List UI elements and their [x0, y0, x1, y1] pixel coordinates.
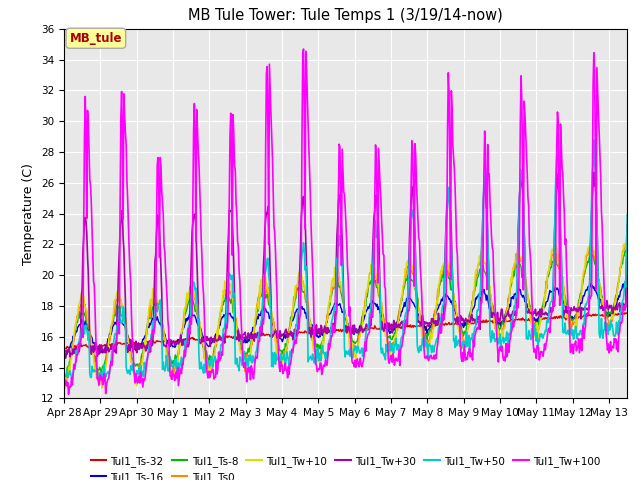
- Tul1_Ts-16: [623, 278, 631, 284]
- Legend: Tul1_Ts-32, Tul1_Ts-16, Tul1_Ts-8, Tul1_Ts0, Tul1_Tw+10, Tul1_Tw+30, Tul1_Tw+50,: Tul1_Ts-32, Tul1_Ts-16, Tul1_Ts-8, Tul1_…: [86, 452, 605, 480]
- Tul1_Ts-16: [61, 354, 69, 360]
- Tul1_Tw+50: [590, 137, 598, 143]
- Tul1_Tw+100: [479, 248, 487, 254]
- Line: Tul1_Tw+50: Tul1_Tw+50: [64, 140, 627, 380]
- Tul1_Tw+30: [465, 317, 472, 323]
- Tul1_Tw+50: [301, 267, 309, 273]
- Tul1_Tw+30: [61, 355, 69, 361]
- Tul1_Ts-32: [301, 328, 309, 334]
- Tul1_Ts-32: [63, 344, 71, 349]
- Tul1_Ts-16: [479, 291, 486, 297]
- Tul1_Tw+10: [60, 375, 68, 381]
- Line: Tul1_Tw+100: Tul1_Tw+100: [64, 49, 627, 394]
- Text: MB_tule: MB_tule: [70, 32, 122, 45]
- Tul1_Ts-8: [139, 350, 147, 356]
- Tul1_Ts-32: [60, 346, 68, 351]
- Tul1_Tw+100: [300, 46, 307, 52]
- Tul1_Tw+50: [623, 212, 631, 217]
- Tul1_Ts-16: [465, 318, 472, 324]
- Tul1_Tw+50: [465, 333, 472, 338]
- Tul1_Ts-32: [140, 340, 147, 346]
- Title: MB Tule Tower: Tule Temps 1 (3/19/14-now): MB Tule Tower: Tule Temps 1 (3/19/14-now…: [188, 9, 503, 24]
- Tul1_Tw+100: [140, 376, 147, 382]
- Line: Tul1_Ts0: Tul1_Ts0: [64, 243, 627, 384]
- Tul1_Ts0: [323, 325, 330, 331]
- Tul1_Tw+10: [61, 385, 68, 391]
- Tul1_Tw+100: [466, 346, 474, 351]
- Tul1_Ts0: [96, 382, 104, 387]
- Tul1_Tw+30: [623, 221, 631, 227]
- Tul1_Tw+10: [323, 318, 330, 324]
- Tul1_Tw+30: [63, 350, 71, 356]
- Tul1_Tw+10: [140, 348, 147, 354]
- Tul1_Ts0: [301, 293, 309, 299]
- Tul1_Ts0: [60, 378, 68, 384]
- Tul1_Tw+50: [323, 349, 330, 355]
- Tul1_Ts-16: [60, 350, 68, 356]
- Tul1_Tw+50: [63, 373, 70, 379]
- Tul1_Ts0: [140, 350, 147, 356]
- Tul1_Ts-8: [464, 317, 472, 323]
- Tul1_Ts-32: [465, 321, 472, 326]
- Tul1_Ts-32: [479, 320, 486, 325]
- Tul1_Tw+100: [60, 380, 68, 386]
- Tul1_Tw+50: [140, 373, 147, 379]
- Tul1_Ts-8: [322, 323, 330, 328]
- Tul1_Tw+100: [65, 391, 72, 397]
- Line: Tul1_Tw+10: Tul1_Tw+10: [64, 235, 627, 388]
- Tul1_Tw+10: [479, 256, 486, 262]
- Line: Tul1_Ts-16: Tul1_Ts-16: [64, 281, 627, 357]
- Tul1_Tw+30: [301, 215, 309, 220]
- Tul1_Tw+10: [465, 324, 472, 330]
- Tul1_Tw+50: [479, 230, 486, 236]
- Line: Tul1_Ts-8: Tul1_Ts-8: [64, 250, 627, 379]
- Tul1_Tw+10: [63, 384, 71, 389]
- Tul1_Tw+10: [623, 232, 631, 238]
- Tul1_Tw+50: [94, 377, 102, 383]
- Tul1_Ts-16: [323, 320, 330, 325]
- Tul1_Ts-8: [60, 376, 68, 382]
- Tul1_Ts-8: [623, 249, 631, 254]
- Tul1_Tw+100: [302, 48, 310, 54]
- Tul1_Tw+50: [60, 374, 68, 380]
- Y-axis label: Temperature (C): Temperature (C): [22, 163, 35, 264]
- Tul1_Tw+30: [60, 355, 68, 360]
- Tul1_Ts-8: [63, 373, 70, 379]
- Tul1_Tw+30: [323, 325, 330, 331]
- Tul1_Ts-32: [623, 310, 631, 315]
- Tul1_Tw+10: [301, 287, 309, 292]
- Tul1_Tw+100: [323, 362, 331, 368]
- Tul1_Tw+30: [479, 230, 486, 236]
- Tul1_Tw+100: [623, 295, 631, 300]
- Tul1_Ts-16: [301, 311, 309, 316]
- Tul1_Ts0: [479, 253, 486, 259]
- Line: Tul1_Tw+30: Tul1_Tw+30: [64, 172, 627, 358]
- Tul1_Ts0: [623, 246, 631, 252]
- Tul1_Ts0: [63, 374, 70, 380]
- Tul1_Tw+30: [590, 169, 598, 175]
- Tul1_Ts-16: [140, 336, 147, 342]
- Line: Tul1_Ts-32: Tul1_Ts-32: [64, 312, 627, 348]
- Tul1_Ts-32: [323, 329, 330, 335]
- Tul1_Ts-32: [61, 346, 69, 351]
- Tul1_Ts-8: [478, 268, 486, 274]
- Tul1_Ts-16: [63, 351, 71, 357]
- Tul1_Ts-8: [300, 289, 308, 295]
- Tul1_Tw+100: [63, 378, 70, 384]
- Tul1_Ts0: [465, 315, 472, 321]
- Tul1_Tw+30: [140, 342, 147, 348]
- Tul1_Ts0: [623, 240, 630, 246]
- Tul1_Ts-32: [618, 310, 626, 315]
- Tul1_Ts-8: [623, 247, 630, 252]
